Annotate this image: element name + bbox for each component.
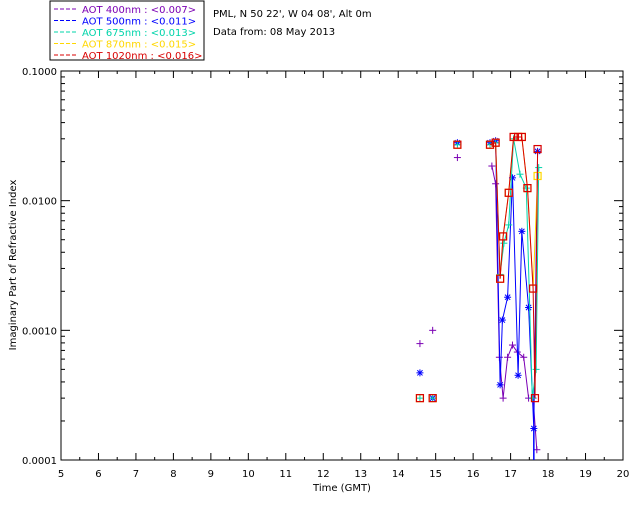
- x-tick-label: 7: [133, 469, 139, 480]
- data-point: [496, 381, 504, 389]
- data-point: [504, 293, 512, 301]
- data-point: [488, 162, 496, 170]
- data-point: [428, 394, 437, 403]
- data-point: [528, 394, 536, 402]
- data-point: [518, 227, 526, 235]
- data-point: [505, 221, 513, 229]
- data-point: [415, 394, 425, 403]
- data-point: [530, 394, 540, 403]
- data-point: [514, 371, 522, 379]
- x-tick-label: 19: [579, 469, 592, 480]
- data-point: [453, 141, 461, 149]
- x-tick-label: 18: [542, 469, 555, 480]
- x-tick-label: 14: [392, 469, 405, 480]
- data-point: [485, 140, 495, 149]
- x-tick-label: 11: [279, 469, 292, 480]
- data-point: [499, 232, 508, 241]
- x-tick-label: 17: [504, 469, 517, 480]
- y-tick-label: 0.0001: [22, 456, 57, 467]
- data-point: [517, 132, 526, 142]
- data-point: [499, 394, 507, 402]
- data-point: [453, 154, 461, 162]
- x-tick-label: 6: [95, 469, 101, 480]
- site-label: PML, N 50 22', W 04 08', Alt 0m: [213, 9, 372, 20]
- x-tick-label: 16: [467, 469, 480, 480]
- data-point: [516, 170, 524, 178]
- data-point: [504, 188, 513, 197]
- data-point: [429, 394, 437, 402]
- data-point: [504, 353, 512, 361]
- series-1: [416, 137, 542, 432]
- data-point: [523, 184, 532, 193]
- data-point: [429, 326, 437, 334]
- legend-label: AOT 675nm : <0.013>: [82, 28, 196, 39]
- y-axis-label: Imaginary Part of Refractive Index: [8, 180, 19, 351]
- data-point: [508, 341, 516, 349]
- legend-label: AOT 500nm : <0.011>: [82, 17, 196, 28]
- axis-ticks: 5 6 7 8 9 10 11 12 13 14 15 16 17 18 19 20 0.0001 0.0010 0…: [22, 67, 629, 480]
- date-label: Data from: 08 May 2013: [213, 27, 335, 38]
- x-tick-label: 12: [317, 469, 330, 480]
- data-point: [528, 284, 538, 293]
- data-point: [416, 394, 424, 402]
- data-point: [491, 138, 500, 147]
- legend-box: [49, 0, 205, 61]
- data-point: [416, 340, 424, 348]
- series-4: [415, 132, 542, 403]
- legend-label: AOT 1020nm : <0.016>: [82, 51, 202, 62]
- data-point: [525, 304, 533, 312]
- legend-label: AOT 400nm : <0.007>: [82, 5, 196, 16]
- x-tick-label: 5: [58, 469, 64, 480]
- data-marks: [415, 132, 543, 460]
- data-point: [520, 353, 528, 361]
- y-tick-label: 0.0010: [22, 326, 57, 337]
- data-point: [508, 174, 516, 182]
- data-point: [498, 316, 506, 324]
- data-point: [533, 144, 542, 154]
- x-tick-label: 15: [429, 469, 442, 480]
- x-tick-label: 10: [242, 469, 255, 480]
- legend-label: AOT 870nm : <0.015>: [82, 40, 196, 51]
- x-tick-label: 13: [354, 469, 367, 480]
- series-2: [416, 135, 543, 402]
- series-0: [416, 154, 541, 454]
- y-tick-label: 0.1000: [22, 67, 57, 78]
- x-tick-label: 9: [208, 469, 214, 480]
- y-tick-label: 0.0100: [22, 197, 57, 208]
- data-point: [453, 140, 462, 149]
- data-point: [492, 180, 500, 188]
- data-point: [416, 369, 424, 377]
- x-tick-label: 8: [170, 469, 176, 480]
- x-tick-label: 20: [617, 469, 630, 480]
- data-point: [500, 239, 508, 247]
- data-point: [535, 164, 543, 172]
- data-point: [532, 365, 540, 373]
- data-point: [509, 132, 518, 142]
- series-line: [489, 136, 539, 399]
- data-point: [496, 274, 505, 283]
- x-axis-label: Time (GMT): [312, 483, 371, 494]
- legend: AOT 400nm : <0.007>AOT 500nm : <0.011>AO…: [49, 0, 205, 62]
- series-3: [415, 132, 542, 403]
